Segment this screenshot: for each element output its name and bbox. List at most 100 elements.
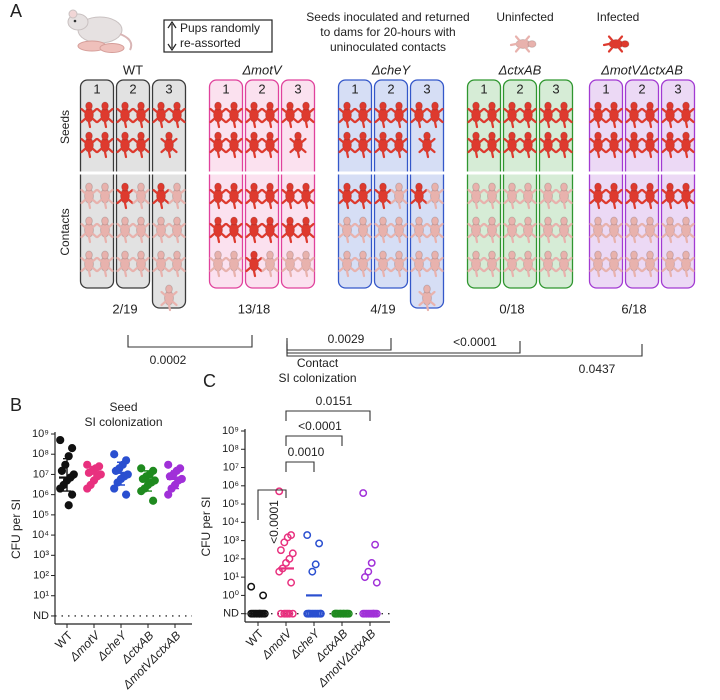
pup-limbs — [555, 107, 573, 129]
chart-title: Contact — [297, 356, 339, 370]
pup — [625, 216, 643, 244]
pup — [467, 182, 485, 210]
pup — [225, 182, 243, 210]
pup-limbs — [410, 188, 428, 210]
pup-head — [214, 101, 222, 111]
pup-limbs — [297, 188, 315, 210]
pup-limbs — [661, 188, 679, 210]
ratio-label: 4/19 — [370, 301, 395, 316]
chart-title: SI colonization — [84, 415, 162, 429]
pup — [132, 101, 150, 129]
pup-limbs — [209, 107, 227, 129]
litter-label: 3 — [294, 81, 301, 96]
pup — [390, 216, 408, 244]
pup-limbs — [503, 222, 521, 244]
pup — [509, 35, 537, 53]
pup-head — [379, 101, 387, 111]
pup — [483, 101, 501, 129]
pup-limbs — [509, 35, 531, 53]
pup-head — [379, 216, 387, 226]
pup-limbs — [116, 137, 134, 159]
pup — [261, 182, 279, 210]
pup — [539, 101, 557, 129]
pup — [483, 216, 501, 244]
p-value: <0.0001 — [298, 419, 342, 433]
pup-head — [666, 101, 674, 111]
pup-head — [594, 216, 602, 226]
litter-label: 1 — [93, 81, 100, 96]
pup-head — [630, 250, 638, 260]
ratio-label: 0/18 — [499, 301, 524, 316]
pup-head — [137, 101, 145, 111]
y-tick-label: 10⁹ — [222, 425, 239, 437]
p-value: 0.0437 — [579, 362, 616, 376]
pup-limbs — [539, 137, 557, 159]
row-label: Seeds — [58, 110, 72, 144]
pup-limbs — [602, 35, 624, 53]
pup-head — [137, 250, 145, 260]
pup-head — [508, 131, 516, 141]
data-point — [83, 460, 92, 469]
pup-head — [230, 250, 238, 260]
pup-limbs — [641, 107, 659, 129]
pup — [152, 216, 170, 244]
data-point — [247, 582, 256, 591]
data-point — [316, 609, 325, 618]
pup-head — [682, 182, 690, 192]
pup — [354, 182, 372, 210]
pup-head — [630, 131, 638, 141]
pup-head — [266, 131, 274, 141]
pup — [245, 101, 263, 129]
pup-limbs — [589, 256, 607, 278]
pup — [354, 101, 372, 129]
pup — [209, 131, 227, 159]
pup-limbs — [426, 188, 444, 210]
pup — [209, 250, 227, 278]
pup — [625, 182, 643, 210]
pup-limbs — [625, 107, 643, 129]
pup — [410, 250, 428, 278]
pup-limbs — [245, 137, 263, 159]
pup — [374, 216, 392, 244]
pup-limbs — [152, 256, 170, 278]
pup-head — [359, 101, 367, 111]
pup — [132, 182, 150, 210]
pup-limbs — [641, 256, 659, 278]
y-tick-label: ND — [33, 610, 49, 622]
pup-limbs — [503, 256, 521, 278]
pup — [374, 131, 392, 159]
pup — [374, 182, 392, 210]
pup-head — [630, 101, 638, 111]
pup-limbs — [503, 188, 521, 210]
data-point — [110, 484, 119, 493]
pup-head — [214, 216, 222, 226]
pup-head — [594, 182, 602, 192]
pup-head — [157, 182, 165, 192]
pup — [297, 182, 315, 210]
pup — [605, 182, 623, 210]
pup-head — [173, 101, 181, 111]
pup-limbs — [281, 107, 299, 129]
pup — [245, 182, 263, 210]
pup-head — [266, 101, 274, 111]
y-tick-label: 10⁴ — [32, 529, 49, 541]
data-point — [287, 578, 296, 587]
pup — [483, 250, 501, 278]
pup-head — [286, 101, 294, 111]
pup-head — [666, 131, 674, 141]
pup — [289, 131, 307, 159]
pup-head — [286, 250, 294, 260]
data-point — [360, 573, 369, 582]
reassort-label: re-assorted — [180, 36, 241, 50]
pup — [555, 182, 573, 210]
pup-limbs — [354, 222, 372, 244]
pup — [677, 131, 695, 159]
data-point — [359, 489, 368, 498]
pup — [426, 216, 444, 244]
data-point — [164, 460, 173, 469]
pup — [261, 101, 279, 129]
pup — [261, 216, 279, 244]
pup — [589, 131, 607, 159]
significance-bracket — [286, 344, 643, 357]
pup-head — [85, 131, 93, 141]
